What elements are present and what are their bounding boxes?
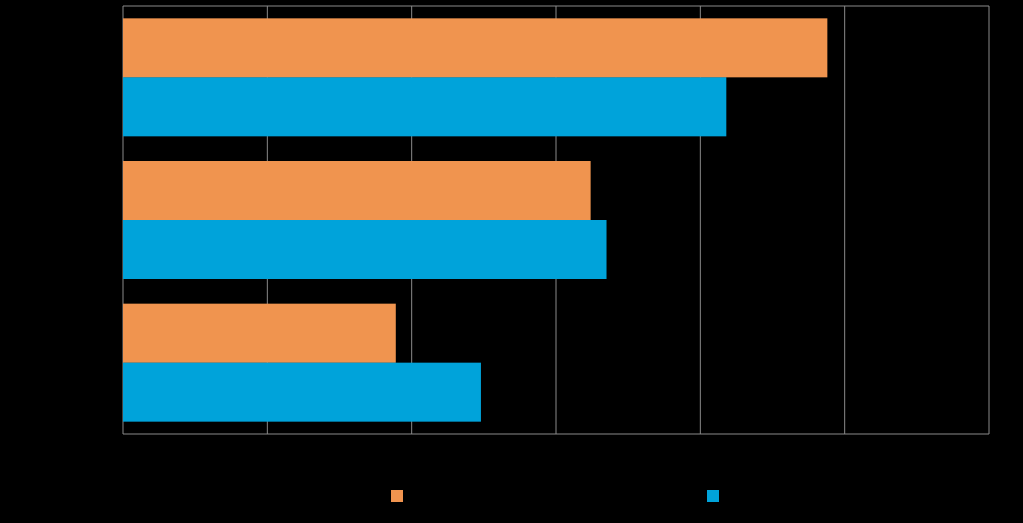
- legend-swatch: [707, 490, 719, 502]
- bar: [123, 362, 481, 422]
- bar: [123, 220, 607, 279]
- bar: [123, 161, 591, 220]
- bar: [123, 303, 396, 363]
- bar: [123, 18, 828, 78]
- bar: [123, 77, 727, 137]
- legend-swatch: [391, 490, 403, 502]
